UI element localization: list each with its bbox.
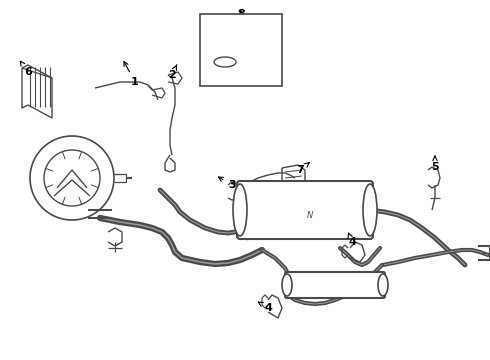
FancyBboxPatch shape [237, 181, 373, 239]
Text: N: N [307, 211, 313, 220]
Ellipse shape [233, 184, 247, 236]
Text: 4: 4 [258, 302, 272, 313]
Ellipse shape [214, 57, 236, 67]
Ellipse shape [363, 184, 377, 236]
Text: 2: 2 [168, 65, 177, 80]
Text: 7: 7 [296, 163, 309, 175]
Text: 8: 8 [237, 9, 245, 19]
FancyBboxPatch shape [285, 272, 385, 298]
Text: 1: 1 [124, 62, 139, 87]
Bar [200, 14, 282, 86]
Ellipse shape [378, 274, 388, 296]
Text: 4: 4 [348, 233, 356, 247]
Text: 6: 6 [20, 61, 32, 77]
Text: 3: 3 [219, 177, 236, 190]
Text: 5: 5 [431, 156, 439, 172]
Ellipse shape [282, 274, 292, 296]
